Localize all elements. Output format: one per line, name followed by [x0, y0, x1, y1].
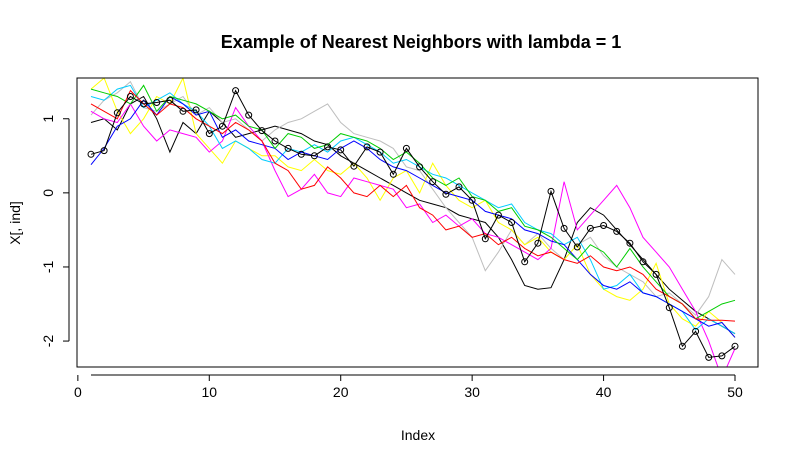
data-point [324, 143, 332, 151]
series-line-4 [90, 95, 736, 338]
data-point [245, 111, 253, 119]
data-point [521, 258, 529, 266]
series-line-6 [90, 102, 736, 367]
data-point [652, 270, 660, 278]
data-point [678, 342, 686, 350]
data-point [140, 100, 148, 108]
data-point [613, 227, 621, 235]
series-layer [87, 78, 739, 367]
data-point [442, 190, 450, 198]
y-axis: -2 -1 0 1 [40, 115, 70, 348]
data-point [205, 130, 213, 138]
data-point [402, 144, 410, 152]
x-tick-label: 0 [74, 384, 82, 400]
data-point [692, 327, 700, 335]
x-tick-label: 20 [333, 384, 349, 400]
data-point [87, 150, 95, 158]
x-axis-label: Index [401, 427, 435, 443]
series-line-3 [90, 84, 736, 320]
series-line-1 [90, 89, 736, 358]
data-point [508, 219, 516, 226]
data-point [310, 152, 318, 160]
data-point [534, 239, 542, 247]
y-tick-label: -2 [40, 335, 56, 348]
data-point [547, 187, 555, 195]
data-point [363, 143, 371, 151]
x-axis: 0 10 20 30 40 50 [74, 374, 743, 400]
plot-frame [76, 77, 759, 368]
series-line-9 [90, 95, 736, 335]
data-point [284, 144, 292, 152]
data-point [192, 106, 200, 114]
data-point [455, 183, 463, 191]
x-tick-label: 40 [596, 384, 612, 400]
data-point [639, 258, 647, 266]
data-point [100, 147, 108, 155]
data-point [389, 170, 397, 178]
y-axis-label: X[, ind] [7, 201, 23, 245]
data-point [731, 342, 739, 350]
data-point [429, 178, 437, 186]
chart-title: Example of Nearest Neighbors with lambda… [221, 32, 622, 52]
y-tick-label: 1 [40, 115, 56, 123]
data-point [376, 148, 384, 156]
data-point [481, 235, 489, 243]
data-point [218, 122, 226, 130]
data-point [113, 109, 121, 117]
series-line-5 [90, 84, 736, 335]
x-tick-label: 10 [201, 384, 217, 400]
data-point [297, 150, 305, 158]
data-point [232, 87, 240, 95]
x-tick-label: 30 [464, 384, 480, 400]
y-tick-label: -1 [40, 261, 56, 274]
series-line-2 [90, 89, 736, 322]
data-point [560, 224, 568, 232]
data-point [718, 352, 726, 360]
data-point [166, 96, 174, 104]
data-point [586, 224, 594, 232]
data-point [416, 163, 424, 171]
data-point [258, 127, 266, 135]
data-point [468, 196, 476, 204]
data-point [705, 353, 713, 361]
data-point [179, 107, 187, 115]
series-line-7 [90, 78, 736, 338]
data-point [665, 304, 673, 312]
y-tick-label: 0 [40, 189, 56, 197]
x-tick-label: 50 [727, 384, 743, 400]
data-point [600, 222, 608, 229]
data-point [573, 243, 581, 251]
series-line-8 [90, 80, 736, 316]
data-point [126, 93, 134, 100]
data-point [350, 162, 358, 170]
data-point [626, 239, 634, 247]
data-point [494, 211, 502, 219]
data-point [337, 146, 345, 154]
data-point [153, 99, 161, 106]
data-point [271, 137, 279, 145]
